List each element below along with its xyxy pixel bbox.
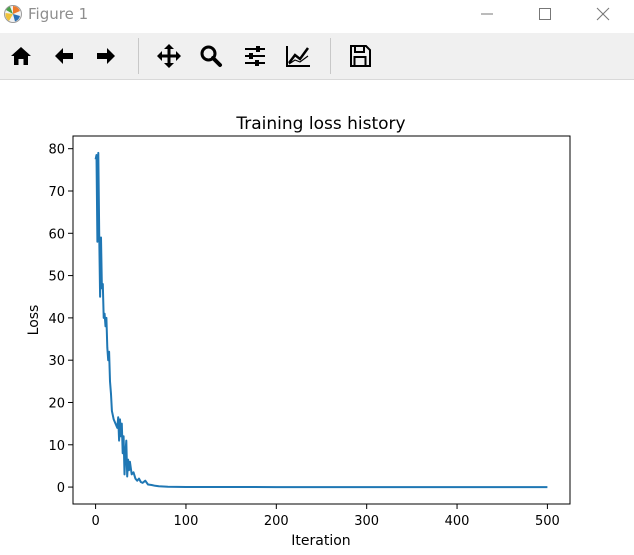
minimize-icon — [481, 8, 493, 20]
arrow-right-icon — [94, 44, 118, 68]
save-button[interactable] — [343, 39, 377, 73]
matplotlib-logo-icon — [3, 4, 23, 24]
minimize-button[interactable] — [464, 0, 510, 28]
y-tick-label: 20 — [48, 396, 65, 411]
floppy-disk-icon — [348, 44, 372, 68]
arrow-left-icon — [52, 44, 76, 68]
axes-frame — [72, 135, 571, 505]
chart-title: Training loss history — [235, 114, 405, 134]
back-button[interactable] — [47, 39, 81, 73]
figure-canvas[interactable]: Training loss history 0 100 200 300 400 500 0… — [0, 80, 634, 555]
navigation-toolbar — [0, 33, 634, 80]
forward-button[interactable] — [89, 39, 123, 73]
title-bar[interactable]: Figure 1 — [0, 0, 634, 30]
close-icon — [596, 7, 610, 21]
magnifier-icon — [199, 44, 223, 68]
window-title: Figure 1 — [28, 5, 89, 23]
plot-svg: Training loss history 0 100 200 300 400 500 0… — [26, 114, 571, 549]
x-tick-label: 0 — [91, 514, 99, 529]
y-tick-label: 10 — [48, 439, 65, 454]
pan-button[interactable] — [152, 39, 186, 73]
maximize-icon — [539, 8, 551, 20]
y-axis-ticks: 0 10 20 30 40 50 60 70 80 — [48, 143, 73, 496]
close-button[interactable] — [580, 0, 626, 28]
y-tick-label: 70 — [48, 185, 65, 200]
move-icon — [156, 43, 182, 69]
maximize-button[interactable] — [522, 0, 568, 28]
edit-axes-button[interactable] — [281, 39, 315, 73]
y-axis-label: Loss — [26, 305, 42, 336]
y-tick-label: 0 — [57, 481, 65, 496]
home-button[interactable] — [4, 39, 38, 73]
home-icon — [9, 44, 33, 68]
y-tick-label: 60 — [48, 227, 65, 242]
x-tick-label: 300 — [354, 514, 379, 529]
subplots-button[interactable] — [238, 39, 272, 73]
y-tick-label: 30 — [48, 354, 65, 369]
y-tick-label: 40 — [48, 312, 65, 327]
sliders-icon — [243, 44, 267, 68]
x-tick-label: 400 — [445, 514, 470, 529]
toolbar-separator — [138, 38, 139, 74]
x-axis-label: Iteration — [291, 533, 350, 549]
x-axis-ticks: 0 100 200 300 400 500 — [91, 504, 560, 529]
loss-series-line — [94, 151, 548, 489]
x-tick-label: 100 — [174, 514, 199, 529]
y-tick-label: 80 — [48, 143, 65, 158]
x-tick-label: 200 — [264, 514, 289, 529]
zoom-button[interactable] — [194, 39, 228, 73]
chart-line-icon — [285, 44, 311, 68]
y-tick-label: 50 — [48, 270, 65, 285]
x-tick-label: 500 — [535, 514, 560, 529]
toolbar-separator — [330, 38, 331, 74]
